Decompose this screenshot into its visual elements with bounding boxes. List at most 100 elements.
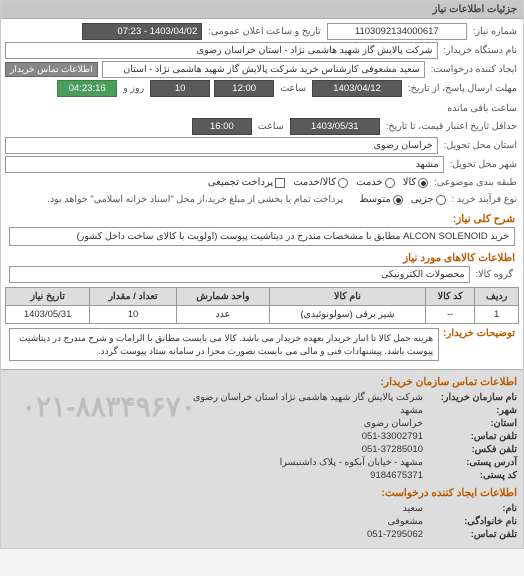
- row-state: استان محل تحویل: خراسان رضوی: [5, 137, 519, 154]
- cstate-label: استان:: [427, 418, 517, 429]
- postal-code-value: 9184675371: [370, 470, 423, 481]
- contact-postal-code: کد پستی: 9184675371: [7, 470, 517, 481]
- radio-small-label: جزیی: [411, 194, 434, 205]
- device-field[interactable]: شرکت پالایش گاز شهید هاشمی نژاد - استان …: [5, 42, 438, 59]
- reply-from-time: 12:00: [214, 80, 274, 97]
- validity-label: حداقل تاریخ اعتبار قیمت، تا تاریخ:: [384, 119, 519, 134]
- desc-title: شرح کلی نیاز:: [9, 213, 515, 225]
- buyer-notes: توضیحات خریدار: هزینه حمل کالا تا انبار …: [9, 328, 515, 361]
- panel-header: جزئیات اطلاعات نیاز: [1, 1, 523, 19]
- req-number-label: شماره نیاز:: [471, 24, 519, 39]
- radio-goods-service[interactable]: کالا/خدمت: [293, 177, 348, 188]
- reply-from-date: 1403/04/12: [312, 80, 402, 97]
- announce-label: تاریخ و ساعت اعلان عمومی:: [206, 24, 323, 39]
- org-label: نام سازمان خریدار:: [427, 392, 517, 403]
- contact-surname: نام خانوادگی: مشعوفی: [7, 516, 517, 527]
- radio-medium-label: متوسط: [359, 194, 390, 205]
- reply-deadline-label: مهلت ارسال پاسخ، از تاریخ:: [406, 81, 519, 96]
- desc-text: خرید ALCON SOLENOID مطابق با مشخصات مندر…: [9, 227, 515, 246]
- radio-small-circle: [436, 195, 446, 205]
- contact-state: استان: خراسان رضوی: [7, 418, 517, 429]
- checkbox-payment[interactable]: پرداخت تجمیعی: [208, 177, 286, 188]
- cell-unit: عدد: [176, 306, 269, 324]
- category-radio-group: کالا خدمت کالا/خدمت پرداخت تجمیعی: [208, 177, 429, 188]
- ccity-label: شهر:: [427, 405, 517, 416]
- cell-qty: 10: [90, 306, 177, 324]
- creator-field[interactable]: سعید مشعوفی کارشناس خرید شرکت پالایش گاز…: [102, 61, 425, 78]
- days-label: روز و: [121, 81, 146, 96]
- row-process: نوع فرآیند خرید : جزیی متوسط پرداخت تمام…: [5, 192, 519, 207]
- contact-title: اطلاعات تماس سازمان خریدار:: [7, 376, 517, 388]
- contact-postal-addr: آدرس پستی: مشهد - خیابان آبکوه - پلاک دا…: [7, 457, 517, 468]
- buyer-notes-label: توضیحات خریدار:: [443, 328, 515, 339]
- contact-section: ۰۲۱-۸۸۳۴۹۶۷۰ اطلاعات تماس سازمان خریدار:…: [1, 369, 523, 548]
- remaining-time: 04:23:16: [57, 80, 117, 97]
- col-code: کد کالا: [425, 288, 474, 306]
- items-table: ردیف کد کالا نام کالا واحد شمارش تعداد /…: [5, 287, 519, 324]
- city-label: شهر محل تحویل:: [448, 157, 519, 172]
- name-label: نام:: [427, 503, 517, 514]
- cell-date: 1403/05/31: [6, 306, 90, 324]
- col-name: نام کالا: [269, 288, 425, 306]
- radio-medium-circle: [393, 195, 403, 205]
- col-row: ردیف: [475, 288, 519, 306]
- col-date: تاریخ نیاز: [6, 288, 90, 306]
- postal-code-label: کد پستی:: [427, 470, 517, 481]
- announce-field: 1403/04/02 - 07:23: [82, 23, 202, 40]
- contact-fax: تلفن فکس: 051-37285010: [7, 444, 517, 455]
- radio-goods[interactable]: کالا: [403, 177, 429, 188]
- radio-service-circle: [385, 178, 395, 188]
- time-label-2: ساعت: [256, 119, 286, 134]
- req-number-field[interactable]: 1103092134000617: [327, 23, 467, 40]
- row-city: شهر محل تحویل: مشهد: [5, 156, 519, 173]
- group-field[interactable]: محصولات الکترونیکی: [9, 266, 470, 283]
- surname-label: نام خانوادگی:: [427, 516, 517, 527]
- checkbox-payment-box: [275, 178, 285, 188]
- row-device: نام دستگاه خریدار: شرکت پالایش گاز شهید …: [5, 42, 519, 59]
- device-label: نام دستگاه خریدار:: [442, 43, 520, 58]
- cstate-value: خراسان رضوی: [364, 418, 423, 429]
- process-radio-group: جزیی متوسط: [359, 194, 445, 205]
- radio-goods-service-label: کالا/خدمت: [293, 177, 336, 188]
- surname-value: مشعوفی: [387, 516, 423, 527]
- validity-time: 16:00: [192, 118, 252, 135]
- panel-title: جزئیات اطلاعات نیاز: [433, 4, 517, 15]
- fax-value: 051-37285010: [362, 444, 423, 455]
- contact-name: نام: سعید: [7, 503, 517, 514]
- city-field[interactable]: مشهد: [5, 156, 444, 173]
- row-validity: حداقل تاریخ اعتبار قیمت، تا تاریخ: 1403/…: [5, 118, 519, 135]
- contact-org: نام سازمان خریدار: شرکت پالایش گاز شهید …: [7, 392, 517, 403]
- ccity-value: مشهد: [400, 405, 423, 416]
- creator-label: ایجاد کننده درخواست:: [429, 62, 519, 77]
- time-label-1: ساعت: [278, 81, 308, 96]
- row-category: طبقه بندی موضوعی: کالا خدمت کالا/خدمت پر…: [5, 175, 519, 190]
- col-qty: تعداد / مقدار: [90, 288, 177, 306]
- org-value: شرکت پالایش گاز شهید هاشمی نژاد استان خر…: [193, 392, 423, 403]
- buyer-notes-text: هزینه حمل کالا تا انبار خریدار بعهده خری…: [9, 328, 439, 361]
- contact-city: شهر: مشهد: [7, 405, 517, 416]
- state-field[interactable]: خراسان رضوی: [5, 137, 438, 154]
- phone-label: تلفن تماس:: [427, 431, 517, 442]
- radio-service-label: خدمت: [356, 177, 383, 188]
- row-group: گروه کالا: محصولات الکترونیکی: [9, 266, 515, 283]
- creator-contact-button[interactable]: اطلاعات تماس خریدار: [5, 62, 98, 77]
- cphone-label: تلفن تماس:: [427, 529, 517, 540]
- items-title: اطلاعات کالاهای مورد نیاز: [9, 252, 515, 264]
- creator-header: اطلاعات ایجاد کننده درخواست:: [7, 487, 517, 499]
- payment-note: پرداخت تمام یا بخشی از مبلغ خرید،از محل …: [45, 192, 345, 207]
- radio-service[interactable]: خدمت: [356, 177, 395, 188]
- table-row[interactable]: 1 -- شیر برقی (سولونوئیدی) عدد 10 1403/0…: [6, 306, 519, 324]
- phone-value: 051-33002791: [362, 431, 423, 442]
- fax-label: تلفن فکس:: [427, 444, 517, 455]
- radio-small[interactable]: جزیی: [411, 194, 446, 205]
- table-header-row: ردیف کد کالا نام کالا واحد شمارش تعداد /…: [6, 288, 519, 306]
- checkbox-payment-label: پرداخت تجمیعی: [208, 177, 274, 188]
- cphone-value: 051-7295062: [367, 529, 423, 540]
- category-label: طبقه بندی موضوعی:: [432, 175, 519, 190]
- radio-medium[interactable]: متوسط: [359, 194, 402, 205]
- cell-row: 1: [475, 306, 519, 324]
- process-label: نوع فرآیند خرید :: [450, 192, 519, 207]
- row-req-number: شماره نیاز: 1103092134000617 تاریخ و ساع…: [5, 23, 519, 40]
- postal-addr-label: آدرس پستی:: [427, 457, 517, 468]
- cell-name: شیر برقی (سولونوئیدی): [269, 306, 425, 324]
